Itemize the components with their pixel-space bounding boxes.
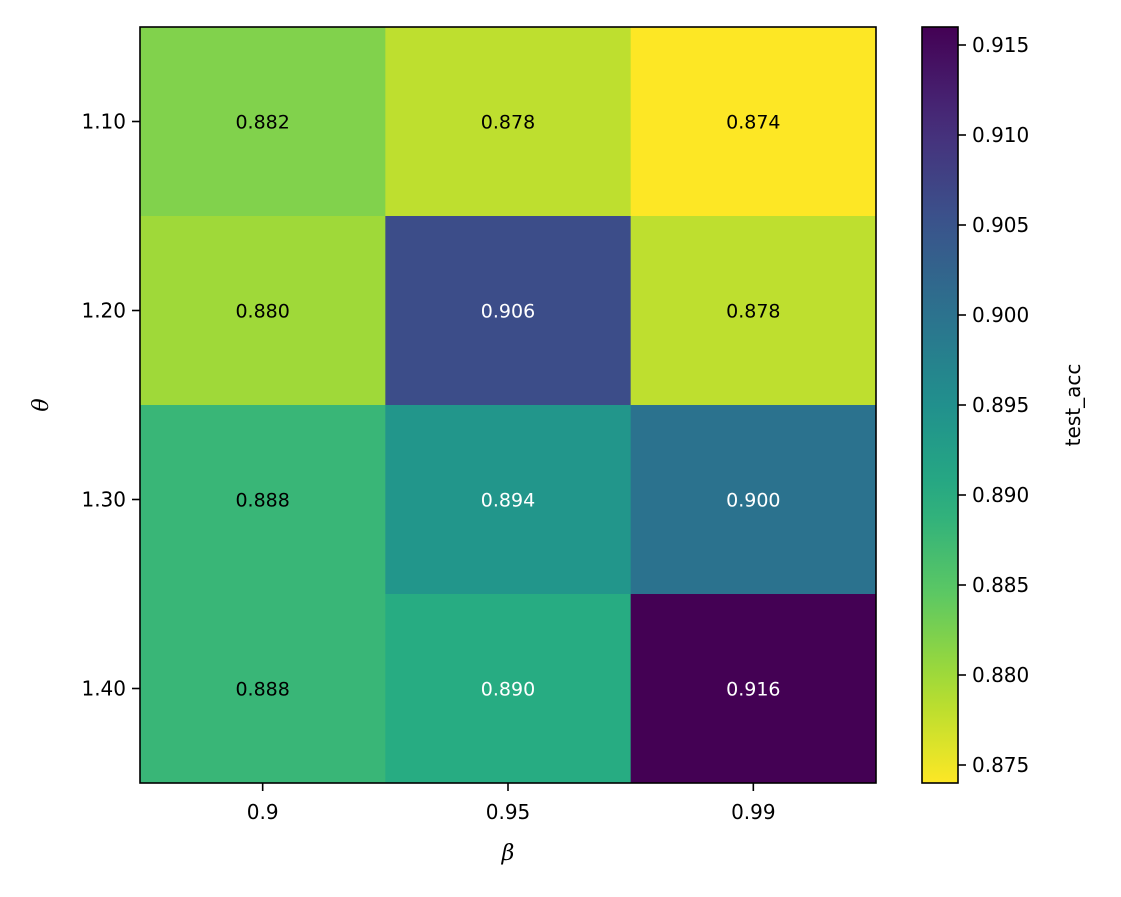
cell-value-label: 0.878 [481, 112, 535, 134]
heatmap-cell [630, 27, 877, 217]
heatmap-cell [140, 405, 386, 595]
heatmap-cell [630, 405, 877, 595]
colorbar-tick-label: 0.905 [972, 213, 1029, 237]
cell-value-label: 0.916 [726, 679, 780, 701]
x-tick-label: 0.95 [486, 800, 531, 824]
colorbar-tick-label: 0.910 [972, 123, 1029, 147]
cell-value-label: 0.878 [726, 301, 780, 323]
heatmap-cell [630, 594, 877, 784]
heatmap-cell [385, 27, 632, 217]
heatmap-cell [140, 27, 386, 217]
colorbar-ticks: 0.875 0.880 0.885 0.890 0.895 0.900 0.905 0.910… [958, 33, 1029, 777]
y-tick-label: 1.40 [81, 677, 126, 701]
y-axis-ticks: 1.10 1.20 1.30 1.40 [81, 110, 140, 701]
heatmap-cell [385, 405, 632, 595]
heatmap-cell [385, 594, 632, 784]
cell-value-label: 0.900 [726, 490, 780, 512]
heatmap-cell [385, 216, 632, 406]
y-tick-label: 1.10 [81, 110, 126, 134]
colorbar [922, 27, 958, 783]
cell-value-label: 0.906 [481, 301, 535, 323]
colorbar-label: test_acc [1061, 364, 1085, 447]
colorbar-tick-label: 0.895 [972, 393, 1029, 417]
cell-value-label: 0.882 [235, 112, 289, 134]
cell-value-label: 0.890 [481, 679, 535, 701]
x-tick-label: 0.9 [247, 800, 279, 824]
colorbar-tick-label: 0.880 [972, 663, 1029, 687]
cell-value-label: 0.888 [235, 490, 289, 512]
cell-value-label: 0.880 [235, 301, 289, 323]
y-tick-label: 1.30 [81, 488, 126, 512]
cell-value-label: 0.874 [726, 112, 780, 134]
x-axis-label: β [501, 841, 515, 866]
heatmap-cell [140, 216, 386, 406]
heatmap-cell [630, 216, 877, 406]
heatmap-cell [140, 594, 386, 784]
colorbar-tick-label: 0.890 [972, 483, 1029, 507]
colorbar-tick-label: 0.875 [972, 753, 1029, 777]
colorbar-tick-label: 0.885 [972, 573, 1029, 597]
y-tick-label: 1.20 [81, 299, 126, 323]
y-axis-label: θ [29, 398, 54, 411]
x-tick-label: 0.99 [731, 800, 776, 824]
x-axis-ticks: 0.9 0.95 0.99 [247, 783, 776, 824]
cell-value-label: 0.888 [235, 679, 289, 701]
heatmap-cells: 0.882 0.878 0.874 0.880 0.906 0.878 0.888 0.894… [140, 27, 877, 784]
cell-value-label: 0.894 [481, 490, 535, 512]
colorbar-tick-label: 0.900 [972, 303, 1029, 327]
colorbar-tick-label: 0.915 [972, 33, 1029, 57]
